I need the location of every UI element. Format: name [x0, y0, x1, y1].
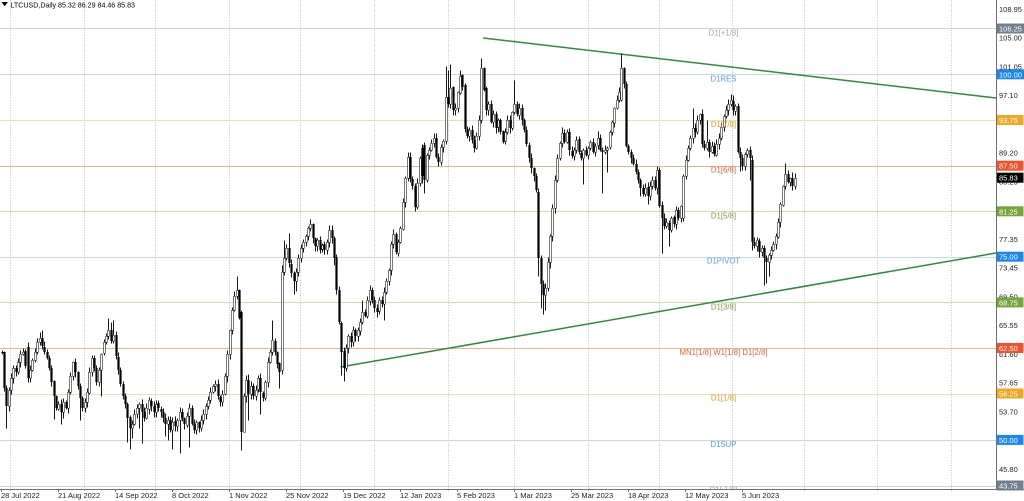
svg-text:1 Mar 2023: 1 Mar 2023: [514, 491, 552, 500]
svg-text:19 Dec 2022: 19 Dec 2022: [343, 491, 386, 500]
svg-text:65.55: 65.55: [999, 321, 1018, 330]
svg-text:85.83: 85.83: [999, 174, 1018, 183]
svg-text:77.35: 77.35: [999, 235, 1018, 244]
svg-text:89.20: 89.20: [999, 149, 1018, 158]
svg-text:101.05: 101.05: [999, 62, 1022, 71]
svg-text:21 Aug 2022: 21 Aug 2022: [58, 491, 100, 500]
svg-text:12 Jan 2023: 12 Jan 2023: [400, 491, 441, 500]
svg-text:8 Oct 2022: 8 Oct 2022: [172, 491, 209, 500]
svg-text:106.25: 106.25: [999, 25, 1022, 34]
svg-text:69.50: 69.50: [999, 292, 1018, 301]
svg-text:25 Mar 2023: 25 Mar 2023: [571, 491, 613, 500]
svg-text:57.65: 57.65: [999, 379, 1018, 388]
svg-text:5 Jun 2023: 5 Jun 2023: [742, 491, 779, 500]
svg-text:81.25: 81.25: [999, 207, 1018, 216]
svg-text:56.25: 56.25: [999, 390, 1018, 399]
svg-text:D1[5/8]: D1[5/8]: [711, 211, 736, 220]
svg-text:1 Nov 2022: 1 Nov 2022: [229, 491, 267, 500]
svg-text:D1[1/8]: D1[1/8]: [711, 394, 736, 403]
svg-text:105.00: 105.00: [999, 34, 1022, 43]
svg-text:D1[7/8]: D1[7/8]: [711, 120, 736, 129]
svg-text:D1[-1/8]: D1[-1/8]: [710, 486, 738, 495]
svg-text:D1PIVOT: D1PIVOT: [707, 257, 741, 266]
svg-text:14 Sep 2022: 14 Sep 2022: [115, 491, 158, 500]
svg-text:50.00: 50.00: [999, 436, 1018, 445]
svg-text:28 Jul 2022: 28 Jul 2022: [1, 491, 40, 500]
svg-text:18 Apr 2023: 18 Apr 2023: [628, 491, 668, 500]
svg-text:53.70: 53.70: [999, 407, 1018, 416]
svg-text:87.50: 87.50: [999, 162, 1018, 171]
svg-text:MN1[1/8] W1[1/8] D1[2/8]: MN1[1/8] W1[1/8] D1[2/8]: [680, 348, 768, 357]
svg-text:62.50: 62.50: [999, 344, 1018, 353]
svg-text:93.75: 93.75: [999, 116, 1018, 125]
svg-text:100.00: 100.00: [999, 70, 1022, 79]
svg-text:LTCUSD,Daily 85.32 86.29 84.4: LTCUSD,Daily 85.32 86.29 84.46 85.83: [11, 1, 136, 9]
svg-text:D1[3/8]: D1[3/8]: [711, 302, 736, 311]
svg-text:68.75: 68.75: [999, 298, 1018, 307]
svg-text:75.00: 75.00: [999, 253, 1018, 262]
svg-text:61.60: 61.60: [999, 350, 1018, 359]
svg-text:D1SUP: D1SUP: [711, 440, 737, 449]
svg-text:73.45: 73.45: [999, 264, 1018, 273]
svg-text:D1[+1/8]: D1[+1/8]: [709, 29, 739, 38]
svg-text:45.80: 45.80: [999, 465, 1018, 474]
svg-text:108.95: 108.95: [999, 5, 1022, 14]
svg-text:12 May 2023: 12 May 2023: [685, 491, 728, 500]
svg-text:D1[6/8]: D1[6/8]: [711, 166, 736, 175]
svg-text:5 Feb 2023: 5 Feb 2023: [457, 491, 495, 500]
svg-text:D1RES: D1RES: [711, 74, 737, 83]
svg-text:25 Nov 2022: 25 Nov 2022: [286, 491, 329, 500]
svg-text:97.10: 97.10: [999, 91, 1018, 100]
svg-text:43.75: 43.75: [999, 482, 1018, 491]
